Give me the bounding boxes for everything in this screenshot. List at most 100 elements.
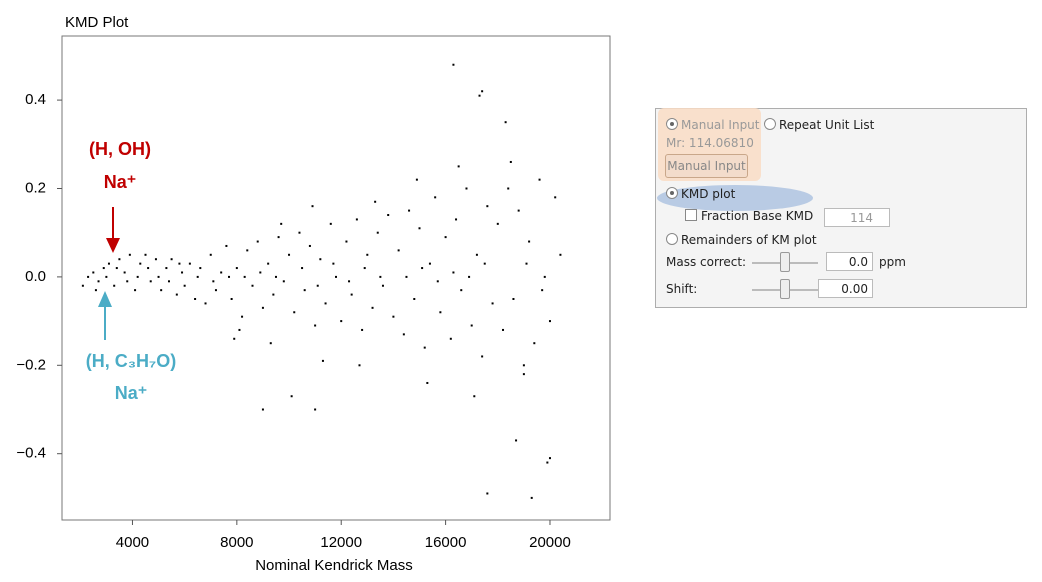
point	[528, 240, 531, 243]
point	[473, 395, 476, 398]
point	[340, 320, 343, 323]
settings-panel: Manual Input Repeat Unit List Mr: 114.06…	[655, 108, 1027, 308]
point	[428, 262, 431, 265]
point	[261, 408, 264, 411]
point	[483, 262, 486, 265]
point	[277, 236, 280, 239]
point	[170, 258, 173, 261]
point	[321, 359, 324, 362]
point	[434, 196, 437, 199]
point	[92, 271, 95, 274]
point	[324, 302, 327, 305]
point	[178, 262, 181, 265]
point	[280, 222, 283, 225]
point	[220, 271, 223, 274]
point	[525, 262, 528, 265]
point	[228, 275, 231, 278]
point	[507, 187, 510, 190]
shift-input[interactable]: 0.00	[818, 279, 873, 298]
mass-correct-slider[interactable]	[780, 252, 790, 272]
point	[329, 222, 332, 225]
point	[418, 227, 421, 230]
point	[123, 271, 126, 274]
point	[491, 302, 494, 305]
annotation: (H, C₃H₇O)	[86, 351, 177, 371]
point	[118, 258, 121, 261]
radio-remainders[interactable]: Remainders of KM plot	[666, 233, 817, 247]
point	[559, 253, 562, 256]
point	[332, 262, 335, 265]
y-tick-label: 0.2	[25, 179, 46, 196]
point	[543, 275, 546, 278]
point	[199, 267, 202, 270]
point	[319, 258, 322, 261]
point	[97, 280, 100, 283]
point	[496, 222, 499, 225]
arrow-head	[106, 238, 120, 253]
point	[311, 205, 314, 208]
point	[282, 280, 285, 283]
point	[196, 275, 199, 278]
mass-correct-input[interactable]: 0.0	[826, 252, 873, 271]
point	[136, 275, 139, 278]
point	[457, 165, 460, 168]
point	[274, 275, 277, 278]
point	[426, 381, 429, 384]
x-axis-label: Nominal Kendrick Mass	[255, 557, 413, 574]
shift-slider[interactable]	[780, 279, 790, 299]
point	[548, 320, 551, 323]
point	[361, 328, 364, 331]
point	[261, 306, 264, 309]
point	[267, 262, 270, 265]
point	[259, 271, 262, 274]
radio-kmd-plot[interactable]: KMD plot	[666, 187, 735, 201]
manual-input-button[interactable]: Manual Input	[665, 154, 748, 178]
point	[546, 461, 549, 464]
point	[183, 284, 186, 287]
y-tick-label: 0.4	[25, 91, 46, 108]
point	[269, 342, 272, 345]
point	[233, 337, 236, 340]
label: Manual Input	[681, 118, 760, 132]
mr-label: Mr: 114.06810	[666, 136, 754, 150]
point	[165, 267, 168, 270]
point	[481, 90, 484, 93]
point	[144, 253, 147, 256]
point	[212, 280, 215, 283]
point	[355, 218, 358, 221]
point	[272, 293, 275, 296]
point	[530, 496, 533, 499]
point	[235, 267, 238, 270]
checkbox-fraction-base[interactable]: Fraction Base KMD	[685, 209, 813, 223]
point	[314, 408, 317, 411]
shift-label: Shift:	[666, 282, 698, 296]
point	[452, 63, 455, 66]
point	[533, 342, 536, 345]
point	[554, 196, 557, 199]
point	[105, 275, 108, 278]
radio-repeat-unit[interactable]: Repeat Unit List	[764, 118, 874, 132]
point	[502, 328, 505, 331]
point	[470, 324, 473, 327]
point	[115, 267, 118, 270]
radio-manual-input[interactable]: Manual Input	[666, 118, 760, 132]
point	[188, 262, 191, 265]
point	[128, 253, 131, 256]
point	[348, 280, 351, 283]
point	[504, 121, 507, 124]
point	[209, 253, 212, 256]
x-tick-label: 12000	[320, 534, 362, 551]
point	[366, 253, 369, 256]
point	[397, 249, 400, 252]
point	[230, 297, 233, 300]
point	[134, 289, 137, 292]
point	[345, 240, 348, 243]
point	[241, 315, 244, 318]
x-tick-label: 20000	[529, 534, 571, 551]
point	[512, 297, 515, 300]
fraction-base-spinner[interactable]: 114	[824, 208, 890, 227]
arrow-head	[98, 291, 112, 307]
plot-frame	[61, 35, 611, 521]
annotation: Na⁺	[104, 172, 137, 192]
point	[444, 236, 447, 239]
